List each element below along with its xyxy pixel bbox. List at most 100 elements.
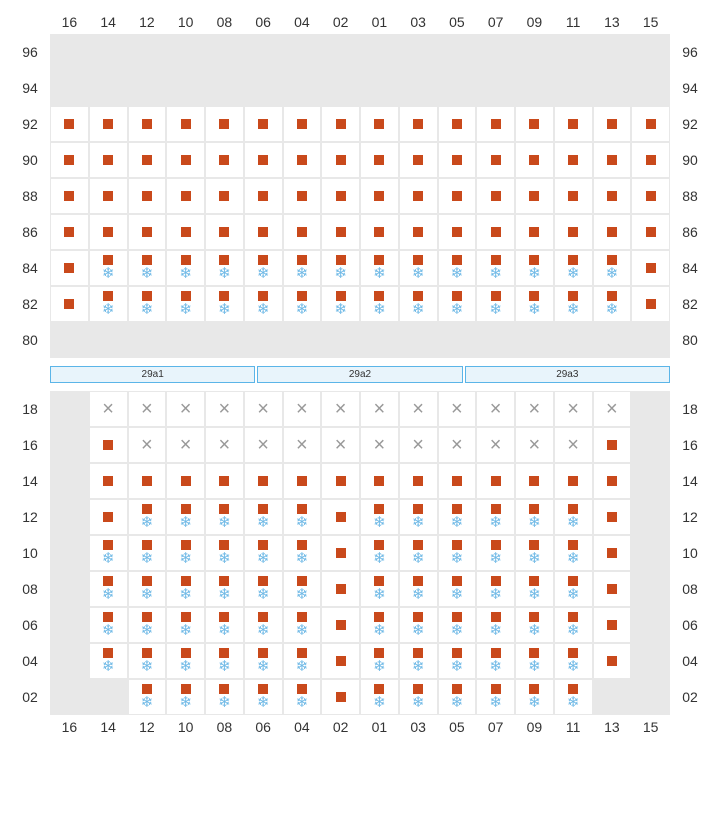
cell[interactable]: ❄ — [283, 643, 322, 679]
cell[interactable]: ❄ — [283, 679, 322, 715]
cell[interactable]: ❄ — [166, 607, 205, 643]
cell[interactable] — [593, 535, 632, 571]
cell[interactable]: ❄ — [128, 607, 167, 643]
cell[interactable] — [89, 142, 128, 178]
cell[interactable]: × — [128, 391, 167, 427]
cell[interactable]: ❄ — [283, 499, 322, 535]
cell[interactable] — [205, 106, 244, 142]
cell[interactable]: ❄ — [244, 535, 283, 571]
cell[interactable] — [593, 427, 632, 463]
cell[interactable]: ❄ — [438, 571, 477, 607]
cell[interactable] — [321, 463, 360, 499]
cell[interactable] — [205, 178, 244, 214]
cell[interactable] — [244, 106, 283, 142]
cell[interactable]: ❄ — [89, 643, 128, 679]
cell[interactable] — [128, 214, 167, 250]
cell[interactable]: ❄ — [515, 679, 554, 715]
cell[interactable] — [476, 178, 515, 214]
cell[interactable] — [283, 463, 322, 499]
cell[interactable] — [50, 214, 89, 250]
cell[interactable] — [283, 178, 322, 214]
cell[interactable]: ❄ — [554, 571, 593, 607]
cell[interactable]: ❄ — [205, 250, 244, 286]
cell[interactable] — [205, 463, 244, 499]
cell[interactable]: × — [360, 391, 399, 427]
cell[interactable]: ❄ — [399, 571, 438, 607]
cell[interactable] — [554, 214, 593, 250]
cell[interactable] — [89, 214, 128, 250]
cell[interactable]: ❄ — [515, 571, 554, 607]
cell[interactable]: ❄ — [205, 679, 244, 715]
cell[interactable] — [476, 214, 515, 250]
cell[interactable] — [631, 286, 670, 322]
cell[interactable] — [89, 178, 128, 214]
cell[interactable] — [283, 214, 322, 250]
cell[interactable] — [89, 499, 128, 535]
section-label[interactable]: 29a2 — [257, 366, 462, 383]
cell[interactable] — [50, 250, 89, 286]
cell[interactable]: × — [128, 427, 167, 463]
cell[interactable]: ❄ — [244, 499, 283, 535]
cell[interactable]: × — [593, 391, 632, 427]
cell[interactable]: × — [554, 427, 593, 463]
cell[interactable]: ❄ — [283, 250, 322, 286]
cell[interactable]: ❄ — [399, 250, 438, 286]
cell[interactable] — [360, 142, 399, 178]
cell[interactable]: ❄ — [360, 535, 399, 571]
cell[interactable] — [593, 106, 632, 142]
cell[interactable]: ❄ — [128, 571, 167, 607]
cell[interactable]: ❄ — [360, 571, 399, 607]
cell[interactable] — [360, 463, 399, 499]
cell[interactable] — [631, 178, 670, 214]
cell[interactable] — [321, 214, 360, 250]
cell[interactable]: × — [283, 427, 322, 463]
cell[interactable]: ❄ — [360, 499, 399, 535]
cell[interactable] — [128, 463, 167, 499]
cell[interactable]: ❄ — [554, 250, 593, 286]
cell[interactable]: ❄ — [515, 607, 554, 643]
cell[interactable] — [321, 607, 360, 643]
cell[interactable]: ❄ — [476, 643, 515, 679]
cell[interactable]: ❄ — [515, 643, 554, 679]
cell[interactable] — [50, 106, 89, 142]
cell[interactable] — [321, 571, 360, 607]
cell[interactable]: ❄ — [128, 679, 167, 715]
cell[interactable]: ❄ — [476, 535, 515, 571]
cell[interactable]: ❄ — [438, 607, 477, 643]
cell[interactable]: ❄ — [399, 535, 438, 571]
cell[interactable] — [631, 142, 670, 178]
cell[interactable] — [321, 106, 360, 142]
cell[interactable]: × — [205, 391, 244, 427]
cell[interactable] — [515, 178, 554, 214]
cell[interactable]: ❄ — [515, 535, 554, 571]
cell[interactable] — [321, 679, 360, 715]
cell[interactable] — [166, 463, 205, 499]
cell[interactable]: ❄ — [166, 571, 205, 607]
cell[interactable] — [89, 106, 128, 142]
cell[interactable]: × — [321, 427, 360, 463]
cell[interactable] — [593, 463, 632, 499]
cell[interactable] — [438, 106, 477, 142]
cell[interactable] — [128, 178, 167, 214]
cell[interactable] — [593, 214, 632, 250]
cell[interactable]: ❄ — [360, 679, 399, 715]
cell[interactable] — [399, 178, 438, 214]
cell[interactable]: ❄ — [593, 286, 632, 322]
cell[interactable] — [166, 106, 205, 142]
cell[interactable]: ❄ — [438, 679, 477, 715]
cell[interactable] — [360, 106, 399, 142]
cell[interactable]: ❄ — [554, 286, 593, 322]
cell[interactable]: ❄ — [244, 643, 283, 679]
cell[interactable]: ❄ — [244, 607, 283, 643]
cell[interactable] — [438, 463, 477, 499]
cell[interactable] — [321, 178, 360, 214]
cell[interactable] — [283, 142, 322, 178]
cell[interactable]: ❄ — [205, 643, 244, 679]
cell[interactable] — [593, 142, 632, 178]
cell[interactable]: ❄ — [476, 499, 515, 535]
cell[interactable] — [515, 106, 554, 142]
cell[interactable] — [321, 142, 360, 178]
cell[interactable] — [554, 142, 593, 178]
cell[interactable]: × — [554, 391, 593, 427]
cell[interactable]: ❄ — [321, 286, 360, 322]
